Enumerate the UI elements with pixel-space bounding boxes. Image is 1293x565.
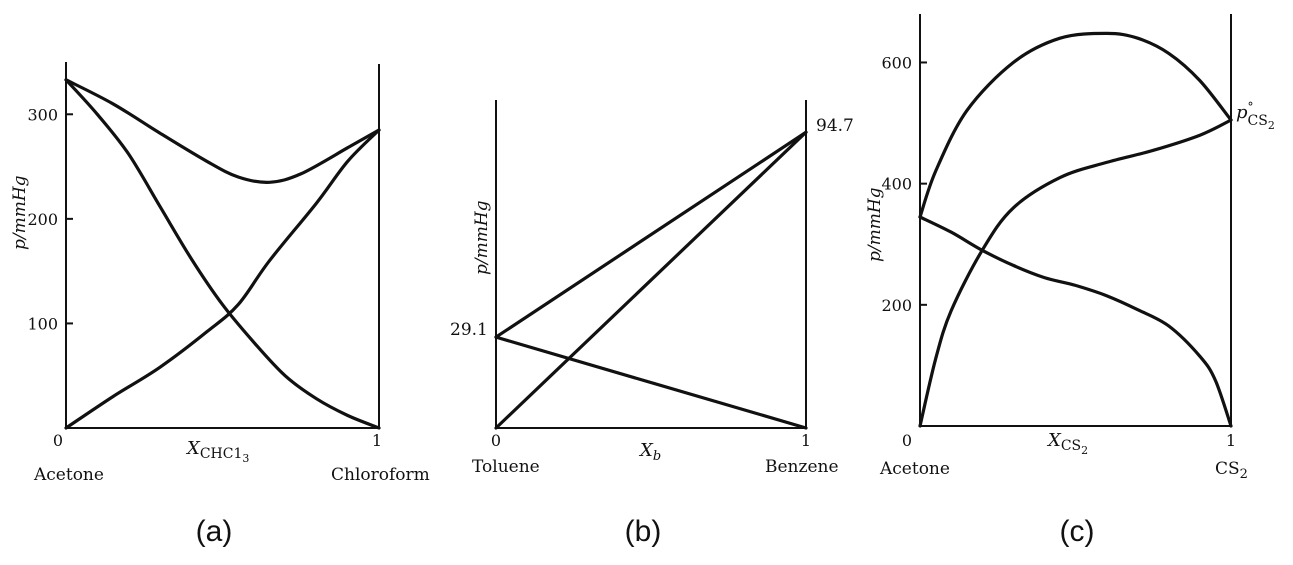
chart-a-x-label-symbol: X bbox=[185, 438, 201, 459]
chart-c-annotation-subsub: 2 bbox=[1268, 119, 1275, 132]
chart-b-x-tick-1: 1 bbox=[801, 431, 811, 450]
chart-a-y-tick-label: 100 bbox=[27, 314, 58, 333]
chart-b-x-tick-0: 0 bbox=[491, 431, 501, 450]
chart-b-caption: (b) bbox=[625, 515, 662, 548]
chart-c-series bbox=[918, 31, 1233, 428]
chart-c-annotation: p° CS2 bbox=[1236, 100, 1275, 132]
chart-c-x-label-sub: CS bbox=[1061, 438, 1081, 454]
chart-b-benzene-partial-pressure-line bbox=[494, 130, 808, 430]
chart-a-chloroform-partial-pressure-curve bbox=[64, 128, 381, 430]
chart-c-x-tick-1: 1 bbox=[1226, 431, 1236, 450]
chart-c-x-label-subsub: 2 bbox=[1081, 444, 1088, 457]
chart-a-y-ticks: 100 200 300 bbox=[27, 105, 73, 333]
chart-a-caption: (a) bbox=[196, 515, 233, 548]
chart-a-y-tick-label: 300 bbox=[27, 105, 58, 124]
chart-b-y-label: p/mmHg bbox=[472, 200, 492, 275]
chart-c-component-right-sub: 2 bbox=[1240, 467, 1248, 482]
chart-a-acetone-partial-pressure-curve bbox=[64, 78, 381, 430]
chart-b-annotation-toluene-p: 29.1 bbox=[450, 320, 488, 340]
chart-c-acetone-partial-pressure-curve bbox=[918, 215, 1233, 428]
chart-c-caption: (c) bbox=[1060, 515, 1095, 548]
chart-c-cs2-partial-pressure-curve bbox=[918, 118, 1233, 428]
chart-b-series bbox=[494, 130, 808, 430]
chart-a-x-label-subsub: 3 bbox=[242, 452, 249, 465]
chart-b-annotation-benzene-p: 94.7 bbox=[816, 116, 854, 136]
chart-a-y-label: p/mmHg bbox=[10, 175, 30, 250]
chart-c-annotation-sub: CS bbox=[1248, 113, 1268, 129]
chart-c-y-ticks: 200 400 600 bbox=[881, 53, 927, 315]
chart-a-component-left: Acetone bbox=[33, 465, 104, 485]
chart-c-component-right: CS2 bbox=[1215, 459, 1248, 482]
chart-b-toluene-partial-pressure-line bbox=[494, 335, 808, 430]
chart-a-x-label-sub: CHC1 bbox=[200, 446, 243, 462]
chart-b-total-pressure-line bbox=[494, 130, 808, 339]
chart-a-x-tick-0: 0 bbox=[53, 431, 63, 450]
chart-a-series bbox=[64, 78, 381, 430]
chart-c-total-pressure-curve bbox=[918, 31, 1233, 219]
chart-c-y-tick-label: 200 bbox=[881, 296, 912, 315]
chart-c-x-label: XCS2 bbox=[1046, 430, 1088, 457]
chart-c-annotation-p: p bbox=[1236, 102, 1248, 123]
chart-b-component-left: Toluene bbox=[472, 457, 540, 477]
chart-c-y-label: p/mmHg bbox=[865, 187, 885, 262]
chart-c-y-tick-label: 600 bbox=[881, 53, 912, 72]
chart-c-component-left: Acetone bbox=[879, 459, 950, 479]
chart-a-x-label: XCHC13 bbox=[185, 438, 249, 465]
chart-a-x-tick-1: 1 bbox=[372, 431, 382, 450]
chart-c-component-right-text: CS bbox=[1215, 459, 1240, 479]
chart-b-x-label: Xb bbox=[638, 440, 661, 464]
chart-a-component-right: Chloroform bbox=[331, 465, 430, 485]
chart-c-x-label-symbol: X bbox=[1046, 430, 1062, 451]
chart-b-x-label-symbol: X bbox=[638, 440, 654, 461]
chart-b: p/mmHg 29.1 94.7 0 1 Xb Toluene Benzene … bbox=[450, 100, 854, 548]
chart-a-total-pressure-curve bbox=[64, 78, 381, 184]
chart-b-component-right: Benzene bbox=[765, 457, 839, 477]
chart-c-x-tick-0: 0 bbox=[902, 431, 912, 450]
chart-a: 100 200 300 p/mmHg 0 1 XCHC13 Acetone Chlo… bbox=[10, 62, 430, 548]
chart-c-annotation-degree: ° bbox=[1248, 100, 1254, 114]
chart-c-y-tick-label: 400 bbox=[881, 175, 912, 194]
chart-a-y-tick-label: 200 bbox=[27, 210, 58, 229]
chart-b-x-label-sub: b bbox=[653, 449, 661, 464]
